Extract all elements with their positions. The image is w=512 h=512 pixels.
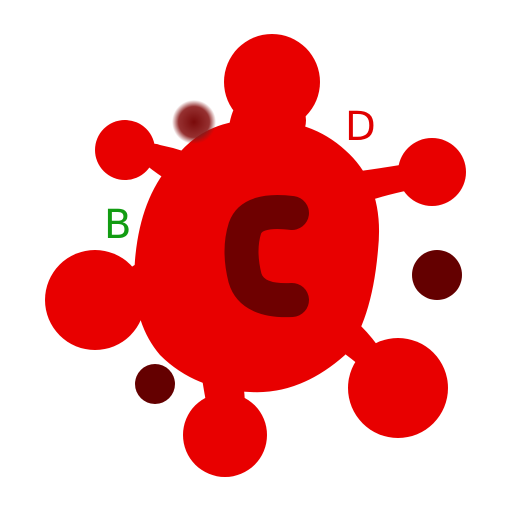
label-d: D — [345, 104, 376, 150]
dot-lower-left — [135, 364, 175, 404]
dot-right — [412, 250, 462, 300]
label-b: B — [104, 202, 131, 248]
red-splat-blob — [45, 34, 466, 477]
blurred-dot-top — [172, 100, 216, 144]
center-letter-c-shape — [224, 195, 309, 318]
